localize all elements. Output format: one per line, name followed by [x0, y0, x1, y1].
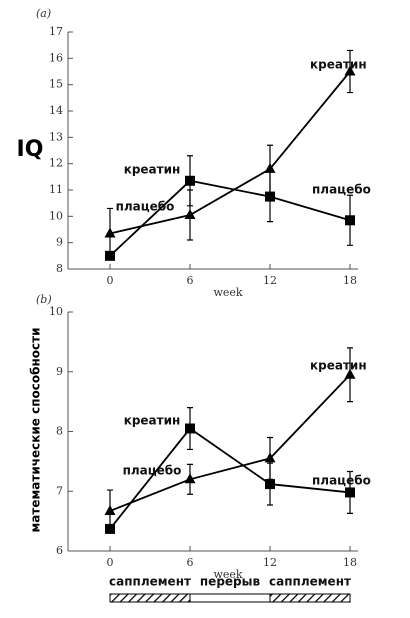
y-tick-label: 12 [49, 157, 63, 170]
x-tick-label: 0 [107, 274, 114, 287]
marker [185, 423, 195, 434]
marker [264, 452, 276, 463]
phase-label: сапплемент [109, 575, 191, 589]
marker [345, 215, 355, 226]
y-tick-label: 8 [56, 425, 63, 438]
x-tick-label: 12 [263, 274, 277, 287]
marker [185, 175, 195, 186]
y-tick-label: 15 [49, 78, 63, 91]
annotation: плацебо [116, 200, 175, 214]
marker [104, 504, 116, 515]
annotation: плацебо [123, 464, 182, 478]
y-tick-label: 10 [49, 209, 63, 222]
series-label: плацебо [312, 474, 371, 488]
marker [264, 162, 276, 173]
y-axis-label: математические способности [29, 327, 43, 532]
phase-label: перерыв [200, 575, 261, 589]
phase-label: сапплемент [269, 575, 351, 589]
marker [105, 523, 115, 534]
marker [105, 250, 115, 261]
x-axis-label: week [213, 286, 242, 299]
phase-bar [189, 593, 271, 603]
marker [344, 368, 356, 379]
x-tick-label: 12 [263, 556, 277, 569]
marker [104, 227, 116, 238]
y-tick-label: 13 [49, 130, 63, 143]
y-tick-label: 7 [56, 484, 63, 497]
marker [265, 479, 275, 490]
marker [345, 487, 355, 498]
marker [344, 65, 356, 76]
x-tick-label: 6 [187, 556, 194, 569]
panel-label: (a) [36, 7, 51, 20]
x-tick-label: 6 [187, 274, 194, 287]
y-tick-label: 10 [49, 305, 63, 318]
panel-label: (b) [36, 293, 52, 306]
y-tick-label: 11 [49, 183, 63, 196]
y-tick-label: 17 [49, 25, 63, 38]
y-tick-label: 9 [56, 236, 63, 249]
y-tick-label: 8 [56, 262, 63, 275]
series-label: плацебо [312, 183, 371, 197]
annotation: креатин [124, 414, 181, 428]
y-axis-label: IQ [17, 137, 44, 162]
y-tick-label: 6 [56, 544, 63, 557]
marker [184, 209, 196, 220]
phase-bar [269, 593, 351, 603]
x-axis-label: week [213, 568, 242, 581]
series-line [109, 70, 351, 235]
x-tick-label: 18 [343, 274, 357, 287]
annotation: креатин [124, 163, 181, 177]
y-tick-label: 16 [49, 51, 63, 64]
series-line [109, 179, 351, 257]
x-tick-label: 18 [343, 556, 357, 569]
series-line [109, 374, 351, 512]
y-tick-label: 14 [49, 104, 63, 117]
series-label: креатин [310, 58, 367, 72]
series-label: креатин [310, 359, 367, 373]
marker [265, 191, 275, 202]
y-tick-label: 9 [56, 365, 63, 378]
x-tick-label: 0 [107, 556, 114, 569]
marker [184, 473, 196, 484]
series-line [109, 427, 351, 530]
phase-bar [109, 593, 191, 603]
